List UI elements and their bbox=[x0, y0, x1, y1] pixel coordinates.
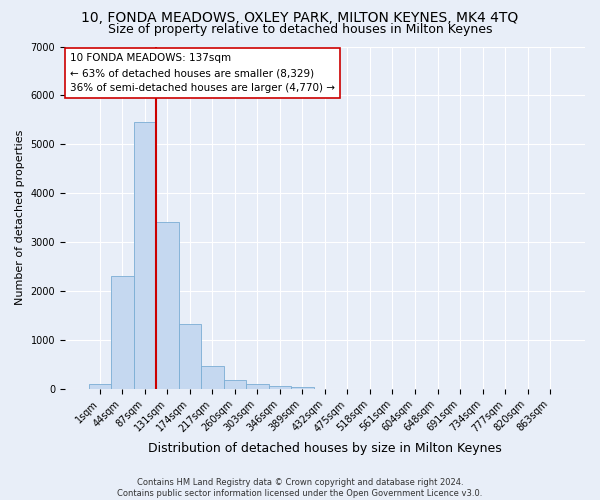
Text: 10 FONDA MEADOWS: 137sqm
← 63% of detached houses are smaller (8,329)
36% of sem: 10 FONDA MEADOWS: 137sqm ← 63% of detach… bbox=[70, 54, 335, 93]
Bar bbox=[134, 122, 156, 389]
Bar bbox=[269, 386, 291, 389]
Bar bbox=[201, 366, 224, 389]
Bar bbox=[179, 324, 201, 389]
Text: Size of property relative to detached houses in Milton Keynes: Size of property relative to detached ho… bbox=[108, 22, 492, 36]
Text: 10, FONDA MEADOWS, OXLEY PARK, MILTON KEYNES, MK4 4TQ: 10, FONDA MEADOWS, OXLEY PARK, MILTON KE… bbox=[82, 11, 518, 25]
Y-axis label: Number of detached properties: Number of detached properties bbox=[15, 130, 25, 306]
Bar bbox=[246, 384, 269, 389]
Text: Contains HM Land Registry data © Crown copyright and database right 2024.
Contai: Contains HM Land Registry data © Crown c… bbox=[118, 478, 482, 498]
Bar bbox=[224, 380, 246, 389]
Bar bbox=[291, 388, 314, 389]
Bar bbox=[156, 222, 179, 389]
Bar bbox=[111, 276, 134, 389]
X-axis label: Distribution of detached houses by size in Milton Keynes: Distribution of detached houses by size … bbox=[148, 442, 502, 455]
Bar bbox=[89, 384, 111, 389]
